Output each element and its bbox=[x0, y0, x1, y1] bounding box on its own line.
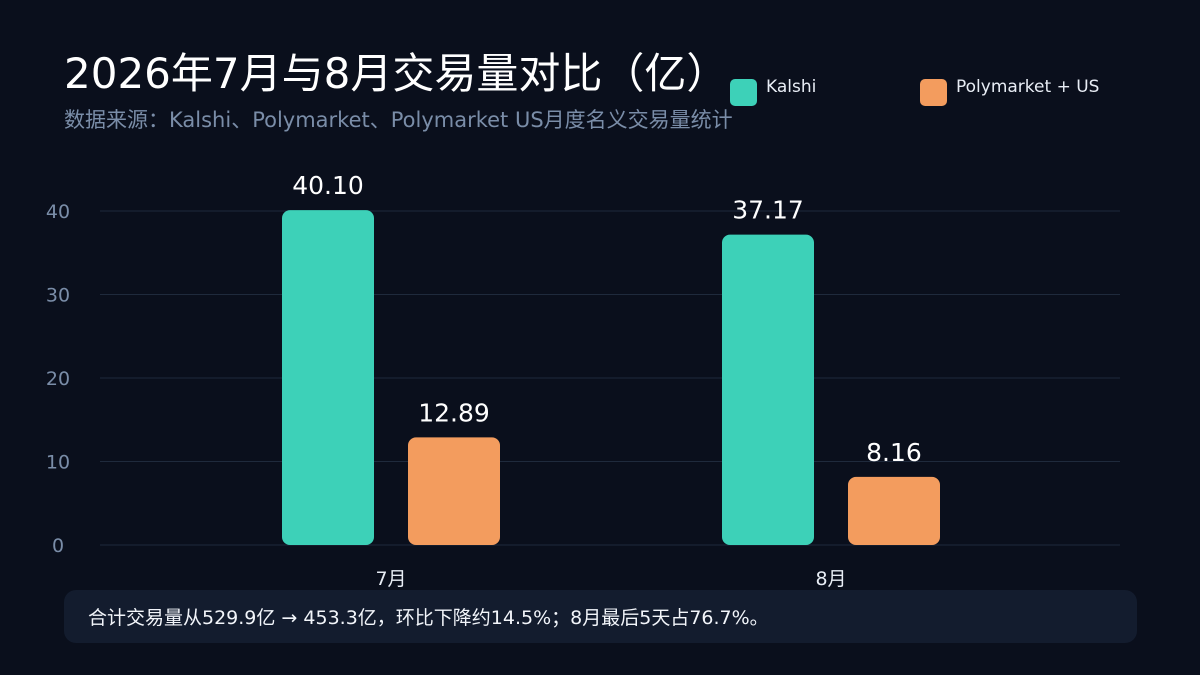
legend-label-polymarket: Polymarket + US bbox=[956, 77, 1100, 97]
summary-text: 合计交易量从529.9亿 → 453.3亿，环比下降约14.5%；8月最后5天占… bbox=[88, 607, 769, 629]
y-tick-label: 30 bbox=[46, 285, 70, 307]
bar-polymarket bbox=[408, 437, 500, 545]
x-tick-label: 7月 bbox=[375, 568, 406, 590]
y-tick-label: 10 bbox=[46, 452, 70, 474]
data-label: 8.16 bbox=[866, 438, 922, 467]
y-tick-label: 20 bbox=[46, 368, 70, 390]
legend-swatch-polymarket bbox=[920, 78, 947, 106]
data-label: 12.89 bbox=[418, 398, 490, 427]
legend-label-kalshi: Kalshi bbox=[766, 77, 817, 97]
x-tick-label: 8月 bbox=[815, 568, 846, 590]
chart-title: 2026年7月与8月交易量对比（亿） bbox=[64, 49, 729, 98]
bar-kalshi bbox=[282, 210, 374, 546]
bar-polymarket bbox=[848, 476, 940, 545]
legend-item-polymarket: Polymarket + US bbox=[920, 77, 1100, 106]
chart-subtitle: 数据来源：Kalshi、Polymarket、Polymarket US月度名义… bbox=[64, 108, 733, 132]
y-tick-label: 0 bbox=[52, 535, 64, 557]
y-tick-label: 40 bbox=[46, 201, 70, 223]
bar-kalshi bbox=[722, 234, 814, 545]
data-label: 37.17 bbox=[732, 196, 804, 225]
data-label: 40.10 bbox=[292, 171, 364, 200]
summary-box: 合计交易量从529.9亿 → 453.3亿，环比下降约14.5%；8月最后5天占… bbox=[64, 590, 1137, 643]
legend-item-kalshi: Kalshi bbox=[730, 77, 817, 106]
legend-swatch-kalshi bbox=[730, 78, 757, 106]
